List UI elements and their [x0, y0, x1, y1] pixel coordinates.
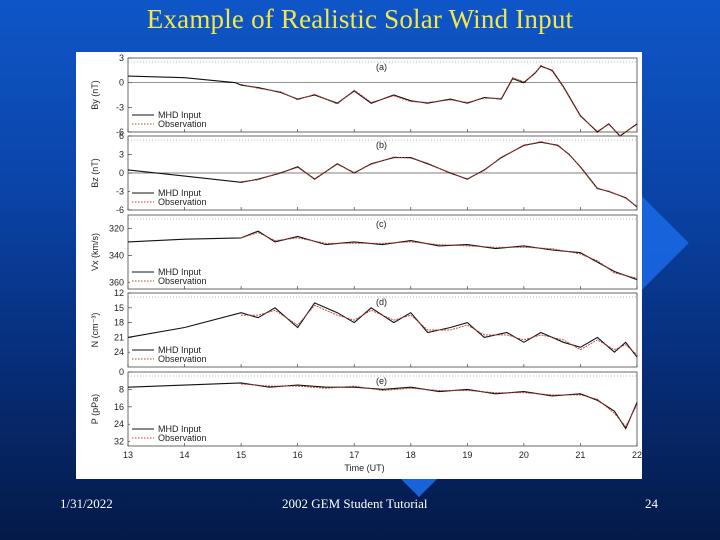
- panel-label: (c): [376, 219, 387, 229]
- y-tick-label: 320: [109, 223, 124, 233]
- solar-wind-chart: 30-3-6By (nT)(a)MHD InputObservation630-…: [90, 53, 642, 473]
- x-tick-label: 15: [236, 450, 246, 460]
- y-tick-label: 32: [114, 437, 124, 447]
- y-tick-label: 16: [114, 402, 124, 412]
- y-tick-label: 8: [119, 384, 124, 394]
- x-tick-label: 14: [180, 450, 190, 460]
- legend-label-mhd: MHD Input: [158, 110, 202, 120]
- legend-box: [130, 109, 218, 129]
- legend-box: [130, 423, 218, 443]
- panel-frame: [127, 371, 638, 447]
- x-tick-label: 16: [293, 450, 303, 460]
- y-tick-label: -3: [116, 187, 124, 197]
- y-tick-label: -6: [116, 127, 124, 137]
- observation-line: [241, 304, 638, 356]
- panel-label: (d): [376, 297, 387, 307]
- observation-line: [240, 232, 638, 279]
- y-tick-label: 0: [119, 168, 124, 178]
- panel-3: 320 340 360 Vx (km/s) (c) MHD InputObservatio…: [90, 214, 638, 290]
- legend-label-mhd: MHD Input: [158, 188, 202, 198]
- panel-frame: [127, 57, 638, 133]
- x-tick-label: 18: [406, 450, 416, 460]
- legend-box: [130, 266, 218, 286]
- y-axis-label: N (cm⁻³): [90, 313, 100, 348]
- y-tick-label: 21: [114, 332, 124, 342]
- legend-label-mhd: MHD Input: [158, 267, 202, 277]
- y-tick-label: 6: [119, 131, 124, 141]
- panel-4: 24 21 18 15 12 N (cm⁻³) (d) MHD InputObservatio…: [90, 288, 638, 368]
- legend-label-mhd: MHD Input: [158, 345, 202, 355]
- x-tick-label: 21: [575, 450, 585, 460]
- panel-label: (a): [376, 62, 387, 72]
- x-tick-label: 17: [349, 450, 359, 460]
- y-tick-label: 12: [114, 288, 124, 298]
- legend-box: [130, 344, 218, 364]
- x-tick-label: 19: [462, 450, 472, 460]
- mhd-input-line: [127, 382, 638, 430]
- y-axis-label: Bz (nT): [90, 158, 100, 188]
- panel-label: (e): [376, 376, 387, 386]
- x-tick-label: 20: [519, 450, 529, 460]
- y-tick-label: 3: [119, 150, 124, 160]
- y-tick-label: 15: [114, 303, 124, 313]
- mhd-input-line: [127, 302, 638, 358]
- y-tick-label: 0: [119, 78, 124, 88]
- legend-label-observation: Observation: [158, 119, 207, 129]
- panel-label: (b): [376, 140, 387, 150]
- slide-number: 24: [645, 496, 658, 511]
- y-tick-label: 360: [109, 277, 124, 287]
- y-tick-label: -3: [116, 102, 124, 112]
- y-axis-label: By (nT): [90, 80, 100, 110]
- y-tick-label: 0: [119, 367, 124, 377]
- legend-label-observation: Observation: [158, 197, 207, 207]
- y-axis-label: P (pPa): [90, 394, 100, 424]
- panel-frame: [127, 292, 638, 368]
- legend-box: [130, 187, 218, 207]
- legend-label-observation: Observation: [158, 276, 207, 286]
- y-tick-label: 24: [114, 347, 124, 357]
- observation-line: [241, 141, 638, 207]
- x-tick-label: 22: [632, 450, 642, 460]
- y-tick-label: -6: [116, 205, 124, 215]
- y-tick-label: 18: [114, 318, 124, 328]
- y-tick-label: 24: [114, 419, 124, 429]
- slide-title: Example of Realistic Solar Wind Input: [146, 4, 574, 34]
- y-tick-label: 340: [109, 250, 124, 260]
- solar-wind-figure: 3 0 -3 -6 By (nT) (a) MHD Input Observation 6 3 0-…: [76, 52, 642, 479]
- x-axis-label: Time (UT): [344, 463, 384, 473]
- legend-label-observation: Observation: [158, 354, 207, 364]
- y-tick-label: 3: [119, 53, 124, 63]
- observation-line: [241, 383, 638, 428]
- y-axis-label: Vx (km/s): [90, 233, 100, 271]
- footer-title: 2002 GEM Student Tutorial: [282, 496, 428, 511]
- mhd-input-line: [127, 230, 638, 281]
- legend-label-mhd: MHD Input: [158, 424, 202, 434]
- panel-frame: [127, 214, 638, 290]
- observation-line: [240, 64, 638, 136]
- x-tick-label: 13: [123, 450, 133, 460]
- footer-date: 1/31/2022: [60, 496, 113, 511]
- legend-label-observation: Observation: [158, 433, 207, 443]
